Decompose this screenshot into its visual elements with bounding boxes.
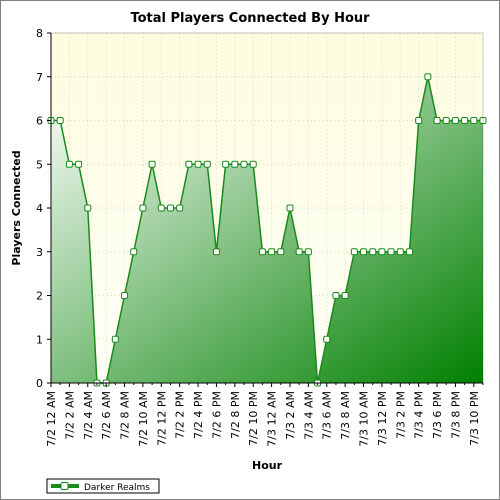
x-tick-label: 7/3 6 PM bbox=[431, 391, 444, 439]
x-tick-label: 7/2 2 PM bbox=[174, 391, 187, 439]
data-point bbox=[111, 335, 119, 343]
legend: Darker Realms bbox=[46, 478, 160, 494]
y-axis-label: Players Connected bbox=[10, 150, 23, 265]
legend-swatch-marker bbox=[60, 482, 69, 490]
x-tick-label: 7/3 6 AM bbox=[321, 391, 334, 440]
data-point bbox=[360, 248, 368, 256]
data-point bbox=[75, 160, 83, 168]
x-axis-label: Hour bbox=[252, 459, 283, 472]
data-point bbox=[185, 160, 193, 168]
y-tick-label: 7 bbox=[36, 71, 43, 84]
data-point bbox=[378, 248, 386, 256]
legend-series-name: Darker Realms bbox=[84, 483, 150, 493]
data-point bbox=[212, 248, 220, 256]
y-tick-label: 3 bbox=[36, 246, 43, 259]
data-point bbox=[231, 160, 239, 168]
data-point bbox=[139, 204, 147, 212]
chart-title: Total Players Connected By Hour bbox=[130, 11, 370, 26]
y-axis-ticks: 0 1 2 3 4 5 6 7 8 bbox=[36, 27, 51, 390]
data-point bbox=[396, 248, 404, 256]
data-point bbox=[84, 204, 92, 212]
y-tick-label: 0 bbox=[36, 377, 43, 390]
data-point bbox=[222, 160, 230, 168]
data-point bbox=[332, 292, 340, 299]
data-point bbox=[268, 248, 276, 256]
data-point bbox=[304, 248, 312, 256]
series-line bbox=[51, 76, 483, 384]
x-tick-label: 7/3 8 PM bbox=[449, 391, 462, 439]
x-tick-label: 7/3 8 AM bbox=[339, 391, 352, 440]
x-tick-label: 7/2 4 PM bbox=[192, 391, 205, 439]
x-tick-label: 7/3 4 AM bbox=[302, 391, 315, 440]
x-tick-label: 7/3 12 PM bbox=[376, 391, 389, 446]
data-point bbox=[277, 248, 285, 256]
data-point bbox=[176, 204, 184, 212]
x-tick-label: 7/2 4 AM bbox=[82, 391, 95, 440]
data-point bbox=[194, 160, 202, 168]
data-point bbox=[433, 117, 441, 124]
x-tick-label: 7/2 8 PM bbox=[229, 391, 242, 439]
data-point bbox=[203, 160, 211, 168]
series-area bbox=[51, 76, 483, 383]
x-tick-label: 7/2 6 PM bbox=[210, 391, 223, 439]
y-tick-label: 6 bbox=[36, 115, 43, 128]
data-point bbox=[442, 117, 450, 124]
y-tick-label: 8 bbox=[36, 27, 43, 40]
x-tick-label: 7/3 10 AM bbox=[358, 391, 371, 447]
y-tick-label: 4 bbox=[36, 202, 43, 215]
x-tick-label: 7/2 10 AM bbox=[137, 391, 150, 447]
x-tick-label: 7/3 10 PM bbox=[468, 391, 481, 446]
data-point bbox=[369, 248, 377, 256]
data-point bbox=[249, 160, 257, 168]
data-point bbox=[479, 117, 487, 124]
data-point bbox=[350, 248, 358, 256]
x-tick-label: 7/2 8 AM bbox=[119, 391, 132, 440]
x-tick-label: 7/3 12 AM bbox=[266, 391, 279, 447]
x-tick-label: 7/2 2 AM bbox=[63, 391, 76, 440]
y-tick-label: 5 bbox=[36, 158, 43, 171]
data-point bbox=[341, 292, 349, 299]
data-point bbox=[470, 117, 478, 124]
data-point bbox=[323, 335, 331, 343]
data-point bbox=[461, 117, 469, 124]
data-point bbox=[295, 248, 303, 256]
data-point bbox=[258, 248, 266, 256]
data-point bbox=[56, 117, 64, 124]
data-point bbox=[286, 204, 294, 212]
data-point bbox=[65, 160, 73, 168]
x-tick-label: 7/3 2 AM bbox=[284, 391, 297, 440]
x-axis-ticks: 7/2 12 AM 7/2 2 AM 7/2 4 AM 7/2 6 AM 7/2 8 A… bbox=[45, 383, 484, 447]
x-tick-label: 7/3 2 PM bbox=[394, 391, 407, 439]
y-tick-label: 2 bbox=[36, 290, 43, 303]
data-point bbox=[157, 204, 165, 212]
data-point bbox=[130, 248, 138, 256]
x-tick-label: 7/3 4 PM bbox=[413, 391, 426, 439]
data-point bbox=[415, 117, 423, 124]
x-tick-label: 7/2 6 AM bbox=[100, 391, 113, 440]
data-point bbox=[121, 292, 129, 299]
data-point bbox=[387, 248, 395, 256]
data-point bbox=[148, 160, 156, 168]
data-point bbox=[405, 248, 413, 256]
y-tick-label: 1 bbox=[36, 333, 43, 346]
data-point bbox=[166, 204, 174, 212]
data-point bbox=[424, 73, 432, 81]
x-tick-label: 7/2 12 PM bbox=[155, 391, 168, 446]
x-tick-label: 7/2 12 AM bbox=[45, 391, 58, 447]
x-tick-label: 7/2 10 PM bbox=[247, 391, 260, 446]
series-points bbox=[47, 73, 487, 387]
legend-box bbox=[46, 478, 160, 494]
data-point bbox=[451, 117, 459, 124]
data-point bbox=[240, 160, 248, 168]
